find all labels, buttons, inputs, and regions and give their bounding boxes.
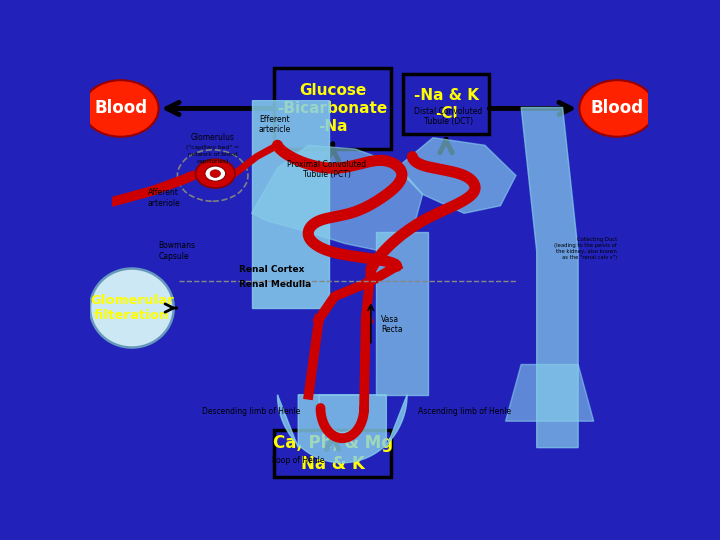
Text: capillories): capillories) [197,159,229,164]
Text: Blood: Blood [590,99,644,118]
Text: Ascending limb of Henle: Ascending limb of Henle [418,407,510,416]
Text: Vasa
Recta: Vasa Recta [381,315,402,334]
Text: Distal Convoluted
Tubule (DCT): Distal Convoluted Tubule (DCT) [415,107,482,126]
Polygon shape [397,138,516,213]
Text: Proximal Convoluted
Tubule (PCT): Proximal Convoluted Tubule (PCT) [287,160,366,179]
FancyBboxPatch shape [274,430,392,477]
Text: Bowmans
Capsule: Bowmans Capsule [158,241,195,261]
Text: Glucose
-Bicarbonate
-Na: Glucose -Bicarbonate -Na [278,83,388,134]
Text: Glomerulus: Glomerulus [191,133,235,141]
Text: Descending limb of Henle: Descending limb of Henle [202,407,301,416]
Text: Blood: Blood [94,99,148,118]
Text: network of blood: network of blood [188,152,238,157]
FancyBboxPatch shape [402,74,490,134]
Polygon shape [521,107,578,448]
Polygon shape [251,100,329,308]
Circle shape [205,166,225,181]
FancyBboxPatch shape [274,68,392,149]
Circle shape [83,80,158,137]
Text: Renal Medulla: Renal Medulla [238,280,311,289]
Text: Collecting Duct
(leading to the pelvis of
the kidney, also known
as the "renal c: Collecting Duct (leading to the pelvis o… [554,237,617,260]
Circle shape [196,159,235,188]
Text: ("capillary bed" =: ("capillary bed" = [186,145,239,150]
Text: -Na & K
-Cl: -Na & K -Cl [413,88,479,121]
Polygon shape [277,395,407,463]
Ellipse shape [90,268,174,348]
Circle shape [580,80,655,137]
Text: Afferent
arteriole: Afferent arteriole [147,188,180,208]
Polygon shape [505,364,594,421]
Polygon shape [251,145,423,251]
Text: Efferent
artericle: Efferent artericle [258,114,291,134]
Polygon shape [376,232,428,395]
Text: Glomerular
filteration: Glomerular filteration [90,294,174,322]
Circle shape [210,170,220,177]
Text: Renal Cortex: Renal Cortex [238,265,304,274]
Text: Loop of Henle: Loop of Henle [272,456,325,465]
Text: Ca, Ph, & Mg
Na & K: Ca, Ph, & Mg Na & K [273,434,393,474]
